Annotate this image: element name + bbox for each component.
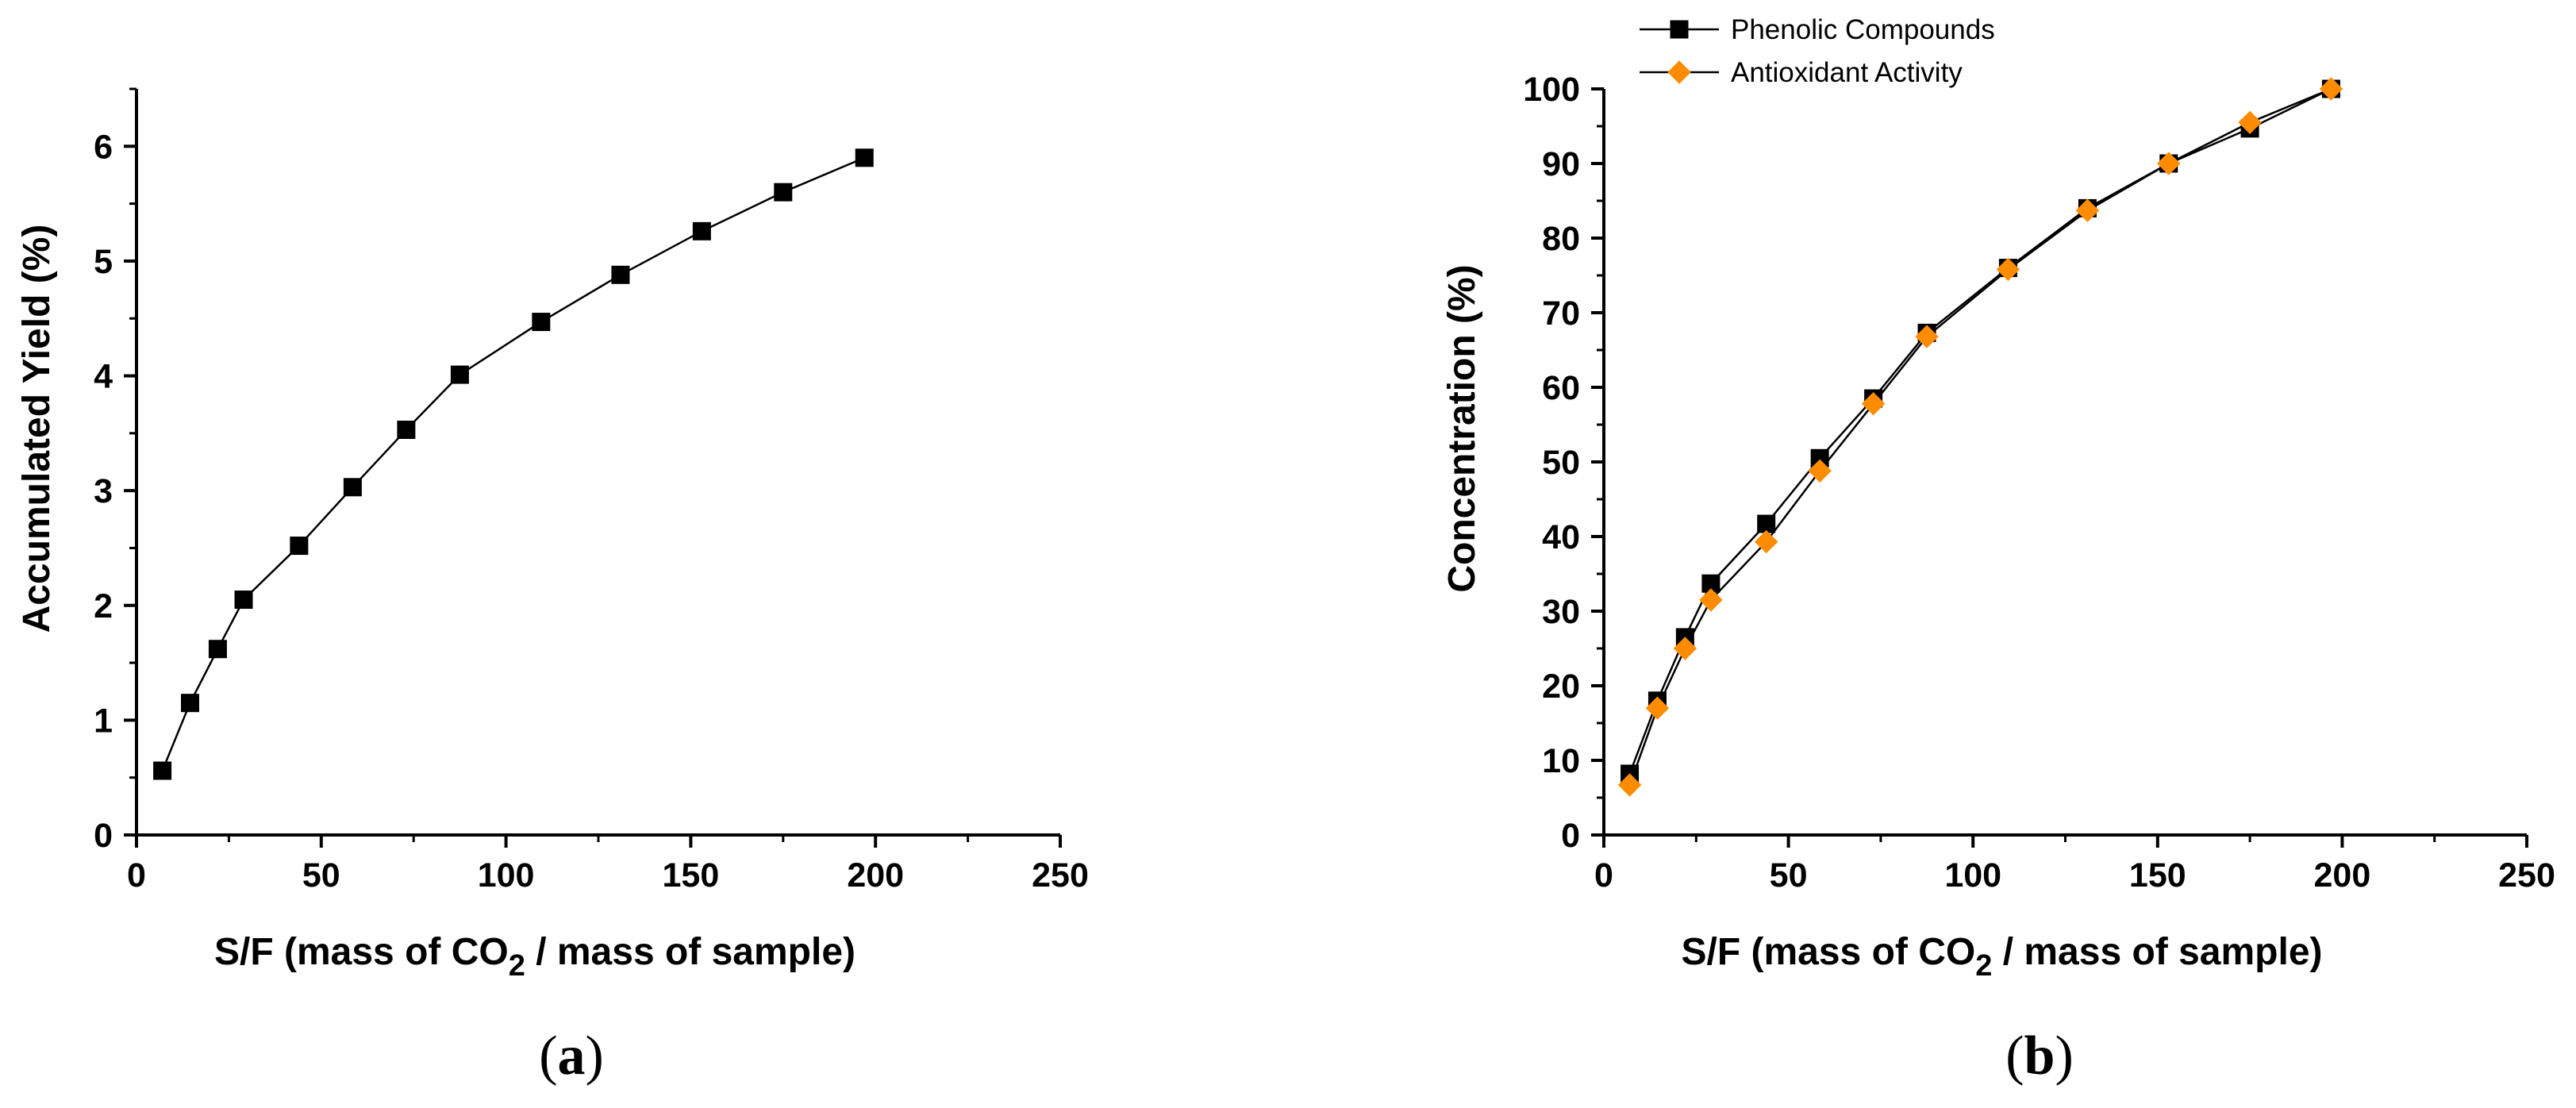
data-point: [2157, 152, 2181, 175]
y-tick-label: 90: [1542, 145, 1580, 183]
data-point: [774, 183, 793, 202]
panel-label-letter: b: [2024, 1025, 2055, 1087]
panel-label-open-paren: (: [539, 1025, 557, 1087]
y-tick-label: 3: [94, 472, 113, 510]
x-tick-label: 0: [1594, 856, 1613, 894]
data-point: [290, 537, 309, 556]
y-tick-label: 50: [1542, 444, 1580, 482]
data-point: [208, 640, 227, 659]
x-axis-title-main: S/F (mass of CO: [214, 931, 509, 973]
x-tick-label: 250: [1032, 856, 1089, 894]
x-axis-title-main: S/F (mass of CO: [1681, 931, 1975, 973]
data-point: [692, 221, 711, 240]
series-line: [1628, 87, 2332, 786]
data-point: [532, 313, 551, 332]
data-point: [855, 148, 874, 167]
data-point: [2075, 198, 2100, 222]
data-point: [1915, 325, 1939, 348]
data-point: [450, 365, 469, 384]
x-axis-title-rest: / mass of sample): [525, 931, 855, 973]
x-tick-label: 50: [302, 856, 340, 894]
data-point: [1757, 514, 1776, 533]
data-point: [1673, 637, 1697, 660]
data-point: [343, 478, 362, 497]
x-tick-label: 0: [127, 856, 146, 894]
y-tick-label: 60: [1542, 369, 1580, 407]
y-tick-label: 80: [1542, 220, 1580, 258]
series-antioxidant-activity: [1617, 77, 2343, 797]
x-tick-label: 150: [2129, 856, 2186, 894]
panel-label: (b): [2005, 1025, 2074, 1087]
y-axis-title: Accumulated Yield (%): [16, 225, 58, 633]
data-point: [1996, 257, 2020, 282]
legend-label: Antioxidant Activity: [1731, 57, 1963, 88]
y-tick-label: 2: [94, 587, 113, 625]
x-tick-label: 250: [2498, 856, 2555, 894]
legend-marker: [1670, 20, 1689, 39]
x-axis-title: S/F (mass of CO2 / mass of sample): [1681, 931, 2322, 983]
data-point: [1699, 588, 1723, 612]
series-accumulated-yield: [153, 148, 874, 780]
x-axis-title-subscript: 2: [1975, 949, 1992, 983]
data-point: [2319, 77, 2343, 101]
panel-label-letter: a: [558, 1025, 586, 1087]
panel-label-open-paren: (: [2005, 1025, 2024, 1087]
y-tick-label: 100: [1523, 71, 1580, 109]
y-tick-label: 10: [1542, 742, 1580, 780]
y-tick-label: 30: [1542, 593, 1580, 631]
data-point: [181, 694, 200, 713]
y-tick-label: 20: [1542, 667, 1580, 706]
data-point: [1754, 529, 1778, 554]
legend-marker: [1667, 60, 1691, 84]
y-tick-label: 5: [94, 243, 113, 281]
x-tick-label: 100: [478, 856, 535, 894]
panel-label-close-paren: ): [2055, 1025, 2073, 1087]
data-point: [397, 421, 416, 440]
data-point: [611, 265, 630, 284]
chart-panel-b: 0 50 100 150 200 250 0 10 20 30 40 50 60 70 80 90 100 S/F…: [1441, 14, 2555, 1087]
series-phenolic-compounds: [1621, 79, 2340, 783]
legend-entry: Antioxidant Activity: [1640, 57, 1963, 88]
x-tick-label: 200: [2314, 856, 2371, 894]
series-line: [161, 156, 865, 771]
y-tick-label: 0: [94, 817, 113, 855]
legend-label: Phenolic Compounds: [1731, 14, 1995, 45]
x-axis-title-rest: / mass of sample): [1992, 931, 2322, 973]
y-tick-label: 4: [94, 358, 113, 396]
x-axis-title: S/F (mass of CO2 / mass of sample): [214, 931, 855, 983]
y-tick-label: 1: [94, 702, 113, 740]
x-tick-label: 200: [847, 856, 904, 894]
panel-label-close-paren: ): [586, 1025, 604, 1087]
data-point: [1808, 459, 1832, 483]
x-tick-label: 150: [663, 856, 720, 894]
legend-entry: Phenolic Compounds: [1640, 14, 1995, 45]
x-axis-title-subscript: 2: [509, 949, 525, 983]
y-tick-label: 6: [94, 128, 113, 166]
y-axis-title: Concentration (%): [1441, 264, 1483, 592]
y-tick-label: 40: [1542, 518, 1580, 556]
legend: Phenolic Compounds Antioxidant Activity: [1640, 14, 1995, 88]
x-tick-label: 50: [1770, 856, 1808, 894]
data-point: [1645, 696, 1670, 720]
data-point: [234, 591, 253, 610]
data-point: [153, 761, 172, 780]
y-tick-label: 70: [1542, 294, 1580, 333]
series-line: [1628, 87, 2332, 775]
data-point: [1861, 391, 1886, 416]
x-tick-label: 100: [1944, 856, 2001, 894]
data-point: [2238, 110, 2262, 135]
y-tick-label: 0: [1561, 817, 1580, 855]
panel-label: (a): [539, 1025, 604, 1087]
data-point: [1617, 773, 1642, 797]
